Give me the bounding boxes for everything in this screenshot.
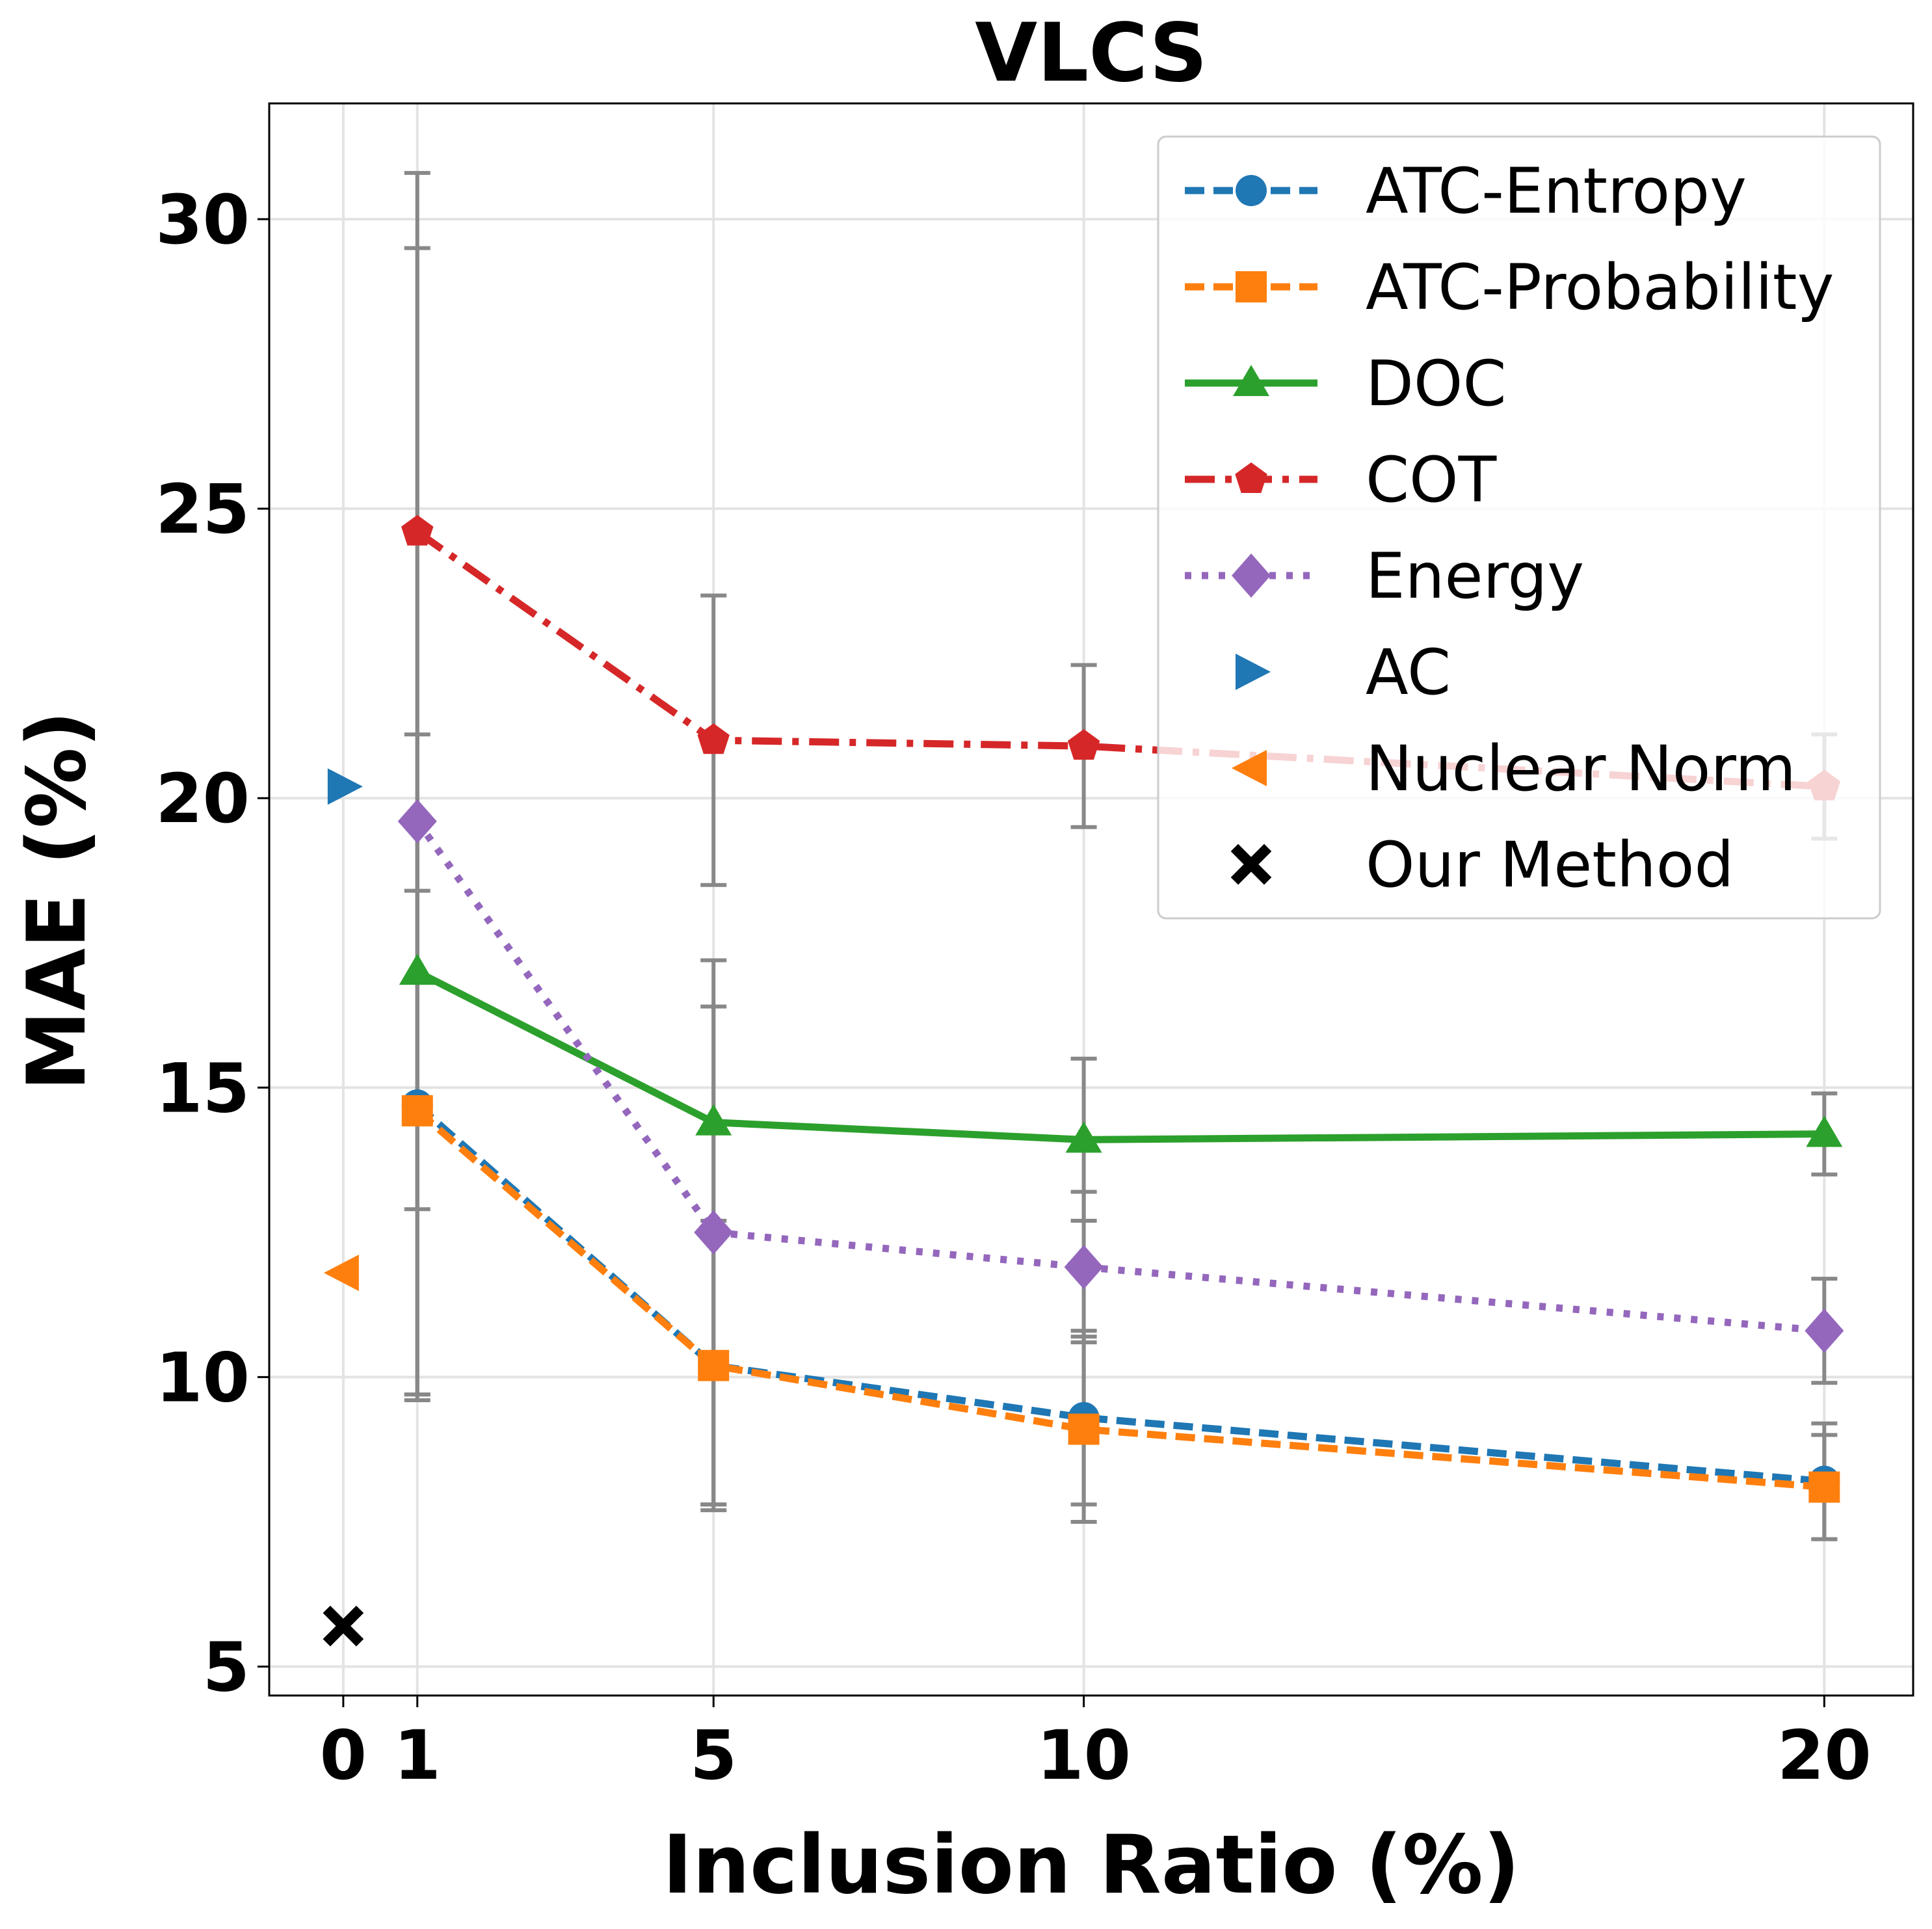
y-tick-label: 25: [155, 470, 250, 549]
energy-point: [1805, 1309, 1844, 1353]
legend: ATC-Entropy ATC-Probability DOC COT Energy AC…: [1157, 135, 1881, 920]
doc-point: [399, 953, 436, 985]
legend-atc-entropy-marker: [1236, 175, 1267, 206]
legend-box: [1157, 135, 1881, 920]
x-marker-stroke: [1230, 844, 1272, 885]
y-tick-label: 10: [155, 1338, 250, 1417]
energy-point: [694, 1210, 734, 1255]
x-marker-stroke: [323, 1605, 364, 1647]
atc-probability-point: [401, 1095, 433, 1126]
legend-ac-marker: [1236, 654, 1271, 690]
x-axis-ticks: 0 1 5 10 20: [320, 1696, 1872, 1795]
y-axis-label: MAE (%): [10, 711, 104, 1091]
doc-point: [1065, 1121, 1102, 1153]
chart-title: VLCS: [975, 7, 1208, 100]
legend-ac-label: AC: [1366, 636, 1451, 709]
y-tick-label: 20: [155, 759, 250, 838]
nuclear-norm-point: [323, 1255, 359, 1292]
x-tick-label: 20: [1777, 1716, 1872, 1795]
series-markers: [323, 514, 1844, 1647]
legend-doc-marker: [1233, 365, 1269, 396]
atc-probability-line: [415, 1108, 1825, 1491]
x-tick-label: 10: [1037, 1716, 1131, 1795]
x-tick-label: 0: [320, 1716, 367, 1795]
legend-doc-label: DOC: [1366, 347, 1507, 420]
cot-point: [697, 723, 730, 754]
atc-probability-point: [1808, 1471, 1840, 1503]
legend-our-method-marker: [1230, 844, 1272, 885]
atc-probability-point: [698, 1350, 730, 1381]
legend-nuclear-norm-marker: [1232, 750, 1267, 786]
legend-atc-probability-label: ATC-Probability: [1366, 251, 1834, 324]
cot-point: [1067, 729, 1100, 760]
legend-our-method-label: Our Method: [1366, 829, 1734, 901]
legend-atc-entropy-label: ATC-Entropy: [1366, 155, 1747, 228]
energy-point: [397, 799, 437, 844]
doc-line: [416, 968, 1825, 1143]
our-method-point: [323, 1605, 364, 1647]
legend-energy-label: Energy: [1366, 540, 1584, 613]
legend-nuclear-norm-label: Nuclear Norm: [1366, 732, 1796, 805]
y-tick-label: 5: [203, 1627, 250, 1707]
legend-cot-label: COT: [1366, 444, 1497, 516]
doc-point: [1806, 1115, 1843, 1147]
x-tick-label: 5: [690, 1716, 737, 1795]
atc-probability-point: [1068, 1413, 1100, 1445]
energy-point: [1064, 1245, 1104, 1290]
y-tick-label: 15: [155, 1048, 250, 1128]
doc-point: [695, 1104, 732, 1136]
ac-point: [327, 768, 363, 805]
legend-energy-marker: [1232, 553, 1271, 598]
plot-frame: [268, 102, 1914, 1697]
legend-atc-probability-marker: [1236, 271, 1267, 302]
y-tick-label: 30: [155, 180, 250, 259]
y-axis-ticks: 5 10 15 20 25 30: [155, 180, 269, 1707]
x-tick-label: 1: [394, 1716, 441, 1795]
atc-entropy-line: [415, 1102, 1825, 1485]
x-axis-label: Inclusion Ratio (%): [663, 1818, 1520, 1912]
legend-cot-marker: [1235, 462, 1267, 494]
cot-point: [401, 514, 434, 546]
